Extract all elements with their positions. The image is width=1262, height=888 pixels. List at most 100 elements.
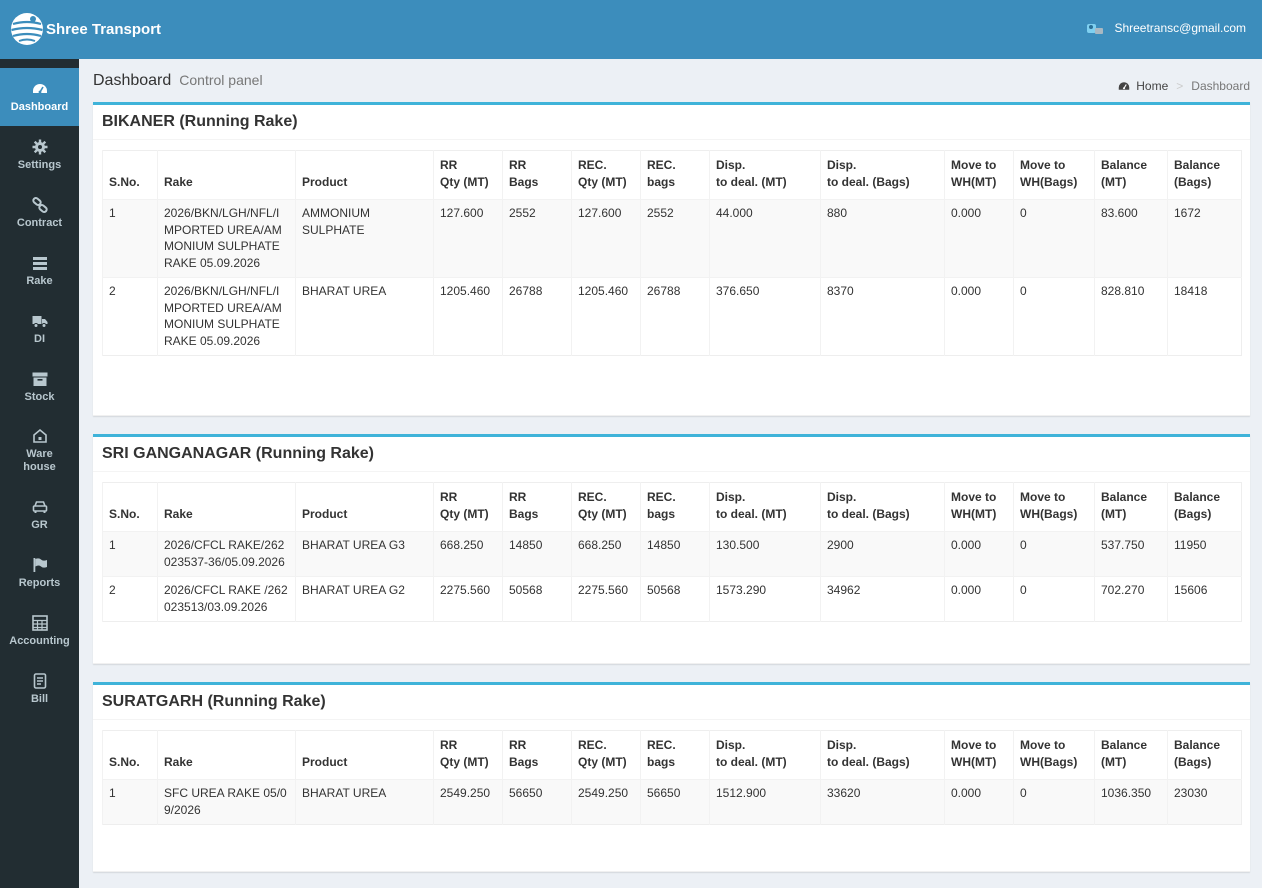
- table-cell: SFC UREA RAKE 05/09/2026: [157, 779, 296, 825]
- bikaner-rake-box: BIKANER (Running Rake) S.No. Rake Product RR…: [93, 102, 1250, 416]
- column-header[interactable]: Move to WH(MT): [944, 150, 1014, 200]
- column-header[interactable]: Move to WH(Bags): [1013, 730, 1095, 780]
- table-header-row: S.No. Rake Product RR Qty (MT) RR Bags REC. Q…: [102, 730, 1242, 780]
- column-header[interactable]: S.No.: [102, 150, 158, 200]
- column-header[interactable]: Balance (MT): [1094, 482, 1168, 532]
- table-cell: 2026/CFCL RAKE /262023513/03.09.2026: [157, 576, 296, 622]
- column-header[interactable]: Rake: [157, 150, 296, 200]
- box-footer: [93, 871, 1250, 872]
- column-header[interactable]: REC. Qty (MT): [571, 482, 641, 532]
- sidebar-item-label: Settings: [17, 158, 62, 171]
- box-title: SRI GANGANAGAR (Running Rake): [93, 437, 1250, 472]
- table-cell: 50568: [502, 576, 572, 622]
- rake-table: S.No. Rake Product RR Qty (MT) RR Bags REC. Q…: [102, 730, 1242, 825]
- column-header[interactable]: Product: [295, 150, 434, 200]
- table-cell: 668.250: [571, 531, 641, 577]
- table-row: 1 SFC UREA RAKE 05/09/2026 BHARAT UREA 2549…: [102, 779, 1242, 825]
- table-cell: 537.750: [1094, 531, 1168, 577]
- brand-name: Shree Transport: [46, 20, 162, 38]
- table-cell: 14850: [502, 531, 572, 577]
- sidebar-item-bill[interactable]: Bill: [0, 660, 79, 718]
- breadcrumb-home-link[interactable]: Home: [1136, 79, 1169, 93]
- column-header[interactable]: Rake: [157, 482, 296, 532]
- column-header[interactable]: Product: [295, 730, 434, 780]
- sidebar: Dashboard Settings Contract Rake DI Stoc…: [0, 59, 79, 888]
- sidebar-item-dashboard[interactable]: Dashboard: [0, 68, 79, 126]
- column-header[interactable]: REC. bags: [640, 730, 710, 780]
- column-header[interactable]: Disp. to deal. (MT): [709, 730, 821, 780]
- table-cell: 1205.460: [571, 277, 641, 356]
- column-header[interactable]: S.No.: [102, 482, 158, 532]
- column-header[interactable]: REC. Qty (MT): [571, 150, 641, 200]
- sidebar-item-label: Ware house: [23, 448, 56, 473]
- column-header[interactable]: RR Bags: [502, 150, 572, 200]
- column-header[interactable]: Move to WH(Bags): [1013, 482, 1095, 532]
- column-header[interactable]: REC. bags: [640, 150, 710, 200]
- main-content: Dashboard Control panel Home > Dashboard…: [79, 59, 1262, 888]
- column-header[interactable]: Balance (Bags): [1167, 730, 1242, 780]
- column-header[interactable]: RR Bags: [502, 730, 572, 780]
- column-header[interactable]: Disp. to deal. (Bags): [820, 150, 945, 200]
- sidebar-item-stock[interactable]: Stock: [0, 358, 79, 416]
- sidebar-item-accounting[interactable]: Accounting: [0, 602, 79, 660]
- table-cell: 18418: [1167, 277, 1242, 356]
- table-cell: 0.000: [944, 531, 1014, 577]
- column-header[interactable]: Balance (MT): [1094, 730, 1168, 780]
- suratgarh-rake-box: SURATGARH (Running Rake) S.No. Rake Product…: [93, 682, 1250, 872]
- column-header[interactable]: Move to WH(MT): [944, 482, 1014, 532]
- column-header[interactable]: Balance (MT): [1094, 150, 1168, 200]
- column-header[interactable]: S.No.: [102, 730, 158, 780]
- bill-icon: [33, 672, 46, 689]
- column-header[interactable]: Rake: [157, 730, 296, 780]
- sidebar-item-reports[interactable]: Reports: [0, 544, 79, 602]
- table-cell: 0: [1013, 779, 1095, 825]
- table-cell: BHARAT UREA G3: [295, 531, 434, 577]
- column-header[interactable]: Move to WH(Bags): [1013, 150, 1095, 200]
- column-header[interactable]: Disp. to deal. (MT): [709, 482, 821, 532]
- column-header[interactable]: Balance (Bags): [1167, 150, 1242, 200]
- table-cell: 2549.250: [433, 779, 503, 825]
- column-header[interactable]: Disp. to deal. (MT): [709, 150, 821, 200]
- table-cell: 2900: [820, 531, 945, 577]
- sidebar-item-label: Bill: [30, 692, 49, 705]
- column-header[interactable]: RR Qty (MT): [433, 730, 503, 780]
- column-header[interactable]: REC. Qty (MT): [571, 730, 641, 780]
- table-cell: 2: [102, 277, 158, 356]
- column-header[interactable]: RR Qty (MT): [433, 150, 503, 200]
- table-cell: 1: [102, 779, 158, 825]
- flag-icon: [33, 557, 47, 572]
- page-subtitle: Control panel: [179, 72, 263, 88]
- table-cell: 0: [1013, 531, 1095, 577]
- column-header[interactable]: Disp. to deal. (Bags): [820, 730, 945, 780]
- table-cell: 2026/CFCL RAKE/262023537-36/05.09.2026: [157, 531, 296, 577]
- table-cell: 127.600: [433, 199, 503, 278]
- table-cell: 127.600: [571, 199, 641, 278]
- sidebar-item-gr[interactable]: GR: [0, 486, 79, 544]
- table-cell: 2552: [502, 199, 572, 278]
- sidebar-item-rake[interactable]: Rake: [0, 242, 79, 300]
- box-body: S.No. Rake Product RR Qty (MT) RR Bags REC. Q…: [93, 140, 1250, 356]
- column-header[interactable]: Product: [295, 482, 434, 532]
- column-header[interactable]: RR Qty (MT): [433, 482, 503, 532]
- column-header[interactable]: RR Bags: [502, 482, 572, 532]
- column-header[interactable]: Disp. to deal. (Bags): [820, 482, 945, 532]
- table-row: 2 2026/CFCL RAKE /262023513/03.09.2026 BHA…: [102, 576, 1242, 622]
- brand-logo[interactable]: Shree Transport: [10, 12, 161, 46]
- box-title: BIKANER (Running Rake): [93, 105, 1250, 140]
- column-header[interactable]: REC. bags: [640, 482, 710, 532]
- sidebar-item-contract[interactable]: Contract: [0, 184, 79, 242]
- column-header[interactable]: Move to WH(MT): [944, 730, 1014, 780]
- table-cell: 44.000: [709, 199, 821, 278]
- table-cell: 1036.350: [1094, 779, 1168, 825]
- column-header[interactable]: Balance (Bags): [1167, 482, 1242, 532]
- box-body: S.No. Rake Product RR Qty (MT) RR Bags REC. Q…: [93, 720, 1250, 825]
- sidebar-item-label: DI: [34, 332, 45, 345]
- sidebar-item-warehouse[interactable]: Ware house: [0, 416, 79, 486]
- calculator-icon: [31, 614, 48, 631]
- user-menu[interactable]: Shreetransc@gmail.com: [1086, 20, 1246, 36]
- list-icon: [32, 256, 47, 270]
- sidebar-item-di[interactable]: DI: [0, 300, 79, 358]
- sidebar-item-settings[interactable]: Settings: [0, 126, 79, 184]
- user-email: Shreetransc@gmail.com: [1114, 21, 1246, 35]
- table-cell: 14850: [640, 531, 710, 577]
